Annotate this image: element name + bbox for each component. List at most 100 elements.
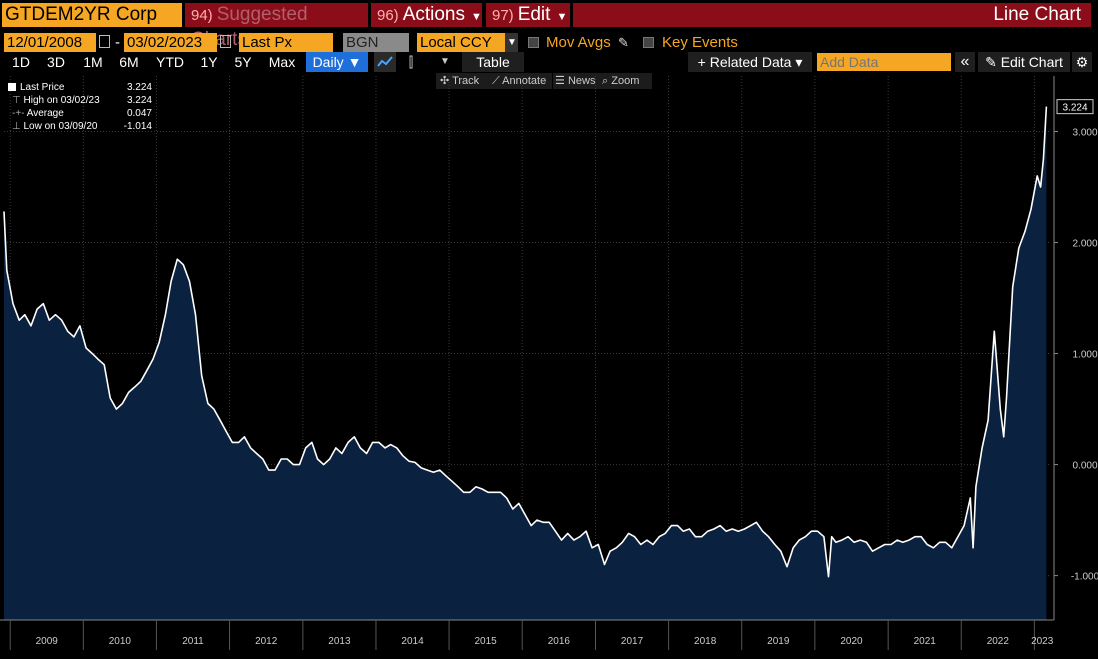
x-tick-label: 2017 [621, 636, 644, 647]
period-3d-button[interactable]: 3D [47, 54, 65, 70]
average-marker-icon: -+- [12, 108, 25, 119]
x-tick-label: 2021 [914, 636, 937, 647]
x-tick-label: 2019 [767, 636, 790, 647]
x-tick-label: 2011 [182, 636, 204, 647]
x-tick-label: 2013 [328, 636, 351, 647]
news-label: News [567, 75, 596, 87]
edit-chart-button[interactable]: ✎ Edit Chart [978, 52, 1070, 72]
currency-selector[interactable]: Local CCY [417, 33, 518, 52]
last-value-box [1056, 99, 1094, 115]
chart-type-bar: Line Chart [573, 3, 1091, 27]
legend-low: ⊥ Low on 03/09/20 [12, 121, 97, 133]
y-tick-label: 1.000 [1072, 350, 1097, 361]
field-selector[interactable]: Last Px [239, 33, 333, 52]
legend-last-price: Last Price [8, 82, 64, 94]
x-tick-label: 2014 [401, 636, 424, 647]
annotate-tool[interactable]: ⟋ Annotate [490, 73, 552, 89]
x-tick-label: 2009 [36, 636, 59, 647]
annotate-label: Annotate [502, 75, 547, 87]
control-bar: 12/01/2008 - 03/02/2023 Last Px BGN Loca… [0, 33, 1098, 53]
news-tool[interactable]: ☰ News [553, 73, 600, 89]
date-separator: - [115, 34, 120, 51]
y-tick-label: 3.000 [1072, 128, 1097, 139]
title-bar: GTDEM2YR Corp 94) Suggested Charts 96) Act… [0, 0, 1098, 50]
chevron-down-icon: ▼ [556, 11, 568, 23]
zoom-label: Zoom [611, 75, 640, 87]
edit-button[interactable]: 97) Edit ▼ [486, 3, 570, 27]
related-data-button[interactable]: + Related Data ▾ [688, 52, 812, 72]
line-chart-icon[interactable] [374, 52, 396, 72]
x-tick-label: 2023 [1031, 636, 1054, 647]
chevron-down-icon[interactable]: ▼ [505, 33, 518, 52]
y-tick-label: 2.000 [1072, 239, 1097, 250]
chevron-down-icon: ▼ [471, 11, 482, 23]
pencil-icon: ✎ [985, 54, 997, 70]
high-marker-icon: ⊤ [12, 95, 21, 106]
period-6m-button[interactable]: 6M [119, 54, 139, 70]
period-ytd-button[interactable]: YTD [156, 54, 184, 70]
table-button[interactable]: Table [462, 52, 524, 72]
period-5y-button[interactable]: 5Y [234, 54, 252, 70]
y-tick-label: -1.000 [1071, 572, 1098, 583]
legend-swatch [8, 83, 16, 91]
key-events-checkbox[interactable] [643, 37, 654, 48]
actions-label: Actions [402, 4, 465, 25]
zoom-tool[interactable]: ⌕ Zoom [600, 73, 652, 89]
suggested-charts-button[interactable]: 94) Suggested Charts [185, 3, 368, 50]
series-line [3, 106, 1048, 578]
legend-last-value: 3.224 [126, 82, 152, 93]
collapse-button[interactable]: « [955, 52, 975, 72]
actions-button[interactable]: 96) Actions ▼ [371, 3, 482, 27]
calendar-icon[interactable] [220, 35, 231, 48]
legend-avg-label: Average [26, 108, 64, 119]
start-date-field[interactable]: 12/01/2008 [4, 33, 96, 52]
calendar-icon[interactable] [99, 35, 110, 48]
bar-chart-icon[interactable]: ⫿ [408, 54, 414, 70]
low-marker-icon: ⊥ [12, 121, 21, 132]
ticker-field[interactable]: GTDEM2YR Corp [2, 3, 182, 27]
key-events-label: Key Events [662, 34, 738, 51]
period-1d-button[interactable]: 1D [12, 54, 30, 70]
last-value-label: 3.224 [1062, 103, 1087, 114]
period-max-button[interactable]: Max [268, 54, 296, 70]
mov-avgs-label: Mov Avgs [546, 34, 611, 51]
frequency-dropdown[interactable]: Daily ▼ [306, 52, 368, 72]
y-tick-label: 0.000 [1072, 461, 1097, 472]
legend-avg-value: 0.047 [126, 108, 152, 119]
x-tick-label: 2016 [548, 636, 571, 647]
x-tick-label: 2020 [840, 636, 863, 647]
x-tick-label: 2010 [109, 636, 132, 647]
edit-num: 97) [492, 7, 514, 24]
period-1y-button[interactable]: 1Y [200, 54, 218, 70]
end-date-field[interactable]: 03/02/2023 [124, 33, 217, 52]
chart-type-label: Line Chart [993, 4, 1081, 25]
legend-low-value: -1.014 [123, 121, 152, 132]
legend-high-value: 3.224 [126, 95, 152, 106]
suggested-charts-num: 94) [191, 7, 213, 24]
legend-last-label: Last Price [20, 82, 65, 93]
edit-label: Edit [517, 4, 551, 25]
x-tick-label: 2022 [987, 636, 1010, 647]
legend-average: -+- Average [12, 108, 64, 120]
toolbar: 1D 3D 1M 6M YTD 1Y 5Y Max Daily ▼ ⫿ ▼ Ta… [0, 52, 1098, 72]
news-icon: ☰ [555, 75, 565, 87]
legend-high-label: High on 03/02/23 [23, 95, 100, 106]
zoom-icon: ⌕ [602, 75, 609, 87]
pencil-icon[interactable]: ✎ [618, 35, 629, 50]
mov-avgs-checkbox[interactable] [528, 37, 539, 48]
actions-num: 96) [377, 7, 399, 24]
gear-icon[interactable]: ⚙ [1072, 52, 1092, 72]
x-tick-label: 2012 [255, 636, 278, 647]
source-field[interactable]: BGN [343, 33, 409, 52]
x-tick-label: 2018 [694, 636, 717, 647]
period-1m-button[interactable]: 1M [83, 54, 103, 70]
annotate-icon: ⟋ [492, 75, 500, 87]
x-tick-label: 2015 [475, 636, 498, 647]
legend-high: ⊤ High on 03/02/23 [12, 95, 100, 107]
edit-chart-label: Edit Chart [1000, 54, 1063, 70]
track-tool[interactable]: ✣ Track [436, 73, 492, 89]
track-label: Track [452, 75, 480, 87]
add-data-input[interactable] [817, 53, 951, 71]
chevron-down-icon[interactable]: ▼ [440, 56, 450, 67]
series-area [4, 106, 1047, 621]
